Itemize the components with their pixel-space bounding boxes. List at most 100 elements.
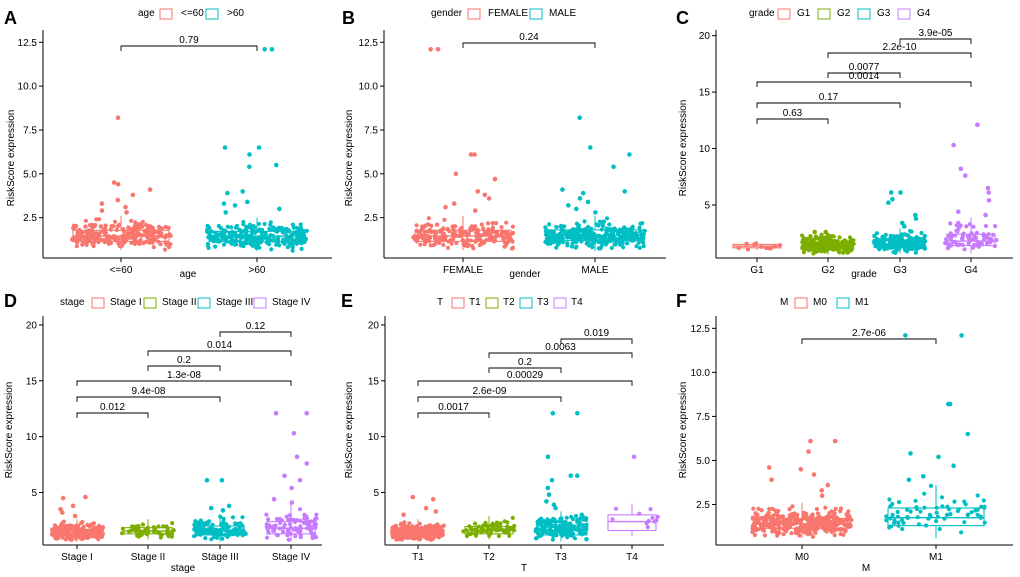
comparison-bracket — [756, 81, 972, 87]
data-point — [220, 536, 225, 541]
data-point — [982, 520, 987, 525]
legend-swatch — [817, 8, 831, 20]
data-point — [209, 236, 214, 241]
legend-swatch — [197, 297, 211, 309]
data-point — [745, 247, 751, 252]
data-point — [958, 223, 963, 228]
data-point — [468, 238, 473, 243]
data-point — [445, 245, 451, 250]
data-point — [290, 248, 295, 253]
x-tick-label: FEMALE — [443, 265, 483, 276]
data-point — [756, 506, 761, 511]
data-point — [578, 516, 583, 521]
data-point — [399, 537, 404, 542]
data-point — [313, 535, 319, 540]
data-point — [767, 514, 772, 520]
x-axis-label: M — [862, 563, 870, 574]
data-point — [473, 521, 478, 526]
data-point — [487, 231, 492, 236]
data-point — [645, 525, 650, 530]
data-point — [298, 225, 303, 230]
data-point — [132, 235, 137, 240]
data-point — [298, 524, 303, 529]
data-point — [239, 242, 244, 247]
data-point — [304, 461, 310, 466]
data-point — [104, 235, 109, 241]
data-point — [964, 224, 969, 229]
comparison-bracket — [560, 338, 633, 344]
data-point — [638, 221, 643, 226]
data-point — [838, 532, 843, 537]
data-point — [954, 228, 959, 233]
data-point — [832, 528, 838, 533]
data-point — [415, 525, 420, 530]
x-tick-label: >60 — [249, 265, 266, 276]
data-point — [435, 47, 441, 52]
data-point — [577, 196, 583, 201]
data-point — [63, 537, 68, 542]
p-value-label: 0.2 — [177, 355, 191, 366]
data-point — [802, 236, 807, 241]
data-point — [777, 530, 782, 535]
data-point — [801, 250, 807, 255]
data-point — [655, 514, 660, 519]
data-point — [806, 449, 811, 454]
x-tick-label: M1 — [929, 552, 943, 563]
data-point — [574, 221, 580, 226]
data-point — [241, 219, 246, 225]
data-point — [937, 526, 942, 532]
data-point — [913, 212, 918, 218]
x-tick-label: <=60 — [110, 265, 133, 276]
data-point — [609, 245, 614, 251]
data-point — [494, 221, 499, 226]
data-point — [962, 520, 967, 525]
data-point — [545, 485, 551, 491]
data-point — [277, 243, 282, 248]
data-point — [130, 192, 136, 198]
data-point — [277, 206, 282, 212]
data-point — [499, 225, 504, 230]
data-point — [818, 237, 823, 242]
legend-swatch — [836, 297, 850, 309]
data-point — [158, 535, 163, 540]
legend-label: FEMALE — [488, 8, 528, 19]
panel-f: F M M0 M1 RiskScore expression M 2.5 5.0 7… — [676, 291, 1013, 574]
data-point — [54, 536, 59, 541]
data-point — [815, 511, 821, 516]
data-point — [828, 240, 833, 245]
data-point — [240, 515, 245, 520]
comparison-bracket — [76, 412, 149, 418]
data-point — [973, 508, 978, 513]
data-point — [951, 463, 956, 469]
data-point — [894, 247, 899, 252]
legend-label: T2 — [503, 297, 515, 308]
data-point — [451, 201, 457, 206]
data-point — [940, 504, 945, 509]
data-point — [845, 515, 850, 521]
data-point — [477, 242, 482, 248]
y-axis-label: RiskScore expression — [344, 382, 355, 479]
data-point — [286, 528, 291, 533]
data-point — [545, 517, 550, 522]
data-point — [781, 517, 787, 522]
data-point — [751, 506, 756, 511]
data-point — [560, 187, 565, 192]
data-point — [985, 185, 991, 191]
y-tick-label: 10.0 — [18, 82, 38, 93]
data-point — [566, 203, 571, 208]
data-point — [99, 208, 105, 213]
data-point — [510, 224, 515, 229]
y-tick-label: 12.5 — [359, 38, 379, 49]
data-point — [615, 230, 621, 236]
data-point — [203, 536, 208, 541]
y-tick-label: 20 — [26, 320, 38, 331]
data-point — [472, 152, 477, 157]
data-point — [959, 530, 964, 535]
data-point — [611, 164, 616, 170]
legend-label: Stage IV — [272, 297, 311, 308]
y-tick-label: 2.5 — [696, 500, 710, 511]
data-point — [250, 231, 255, 236]
data-point — [634, 244, 639, 249]
data-point — [263, 231, 268, 236]
data-point — [244, 226, 249, 231]
